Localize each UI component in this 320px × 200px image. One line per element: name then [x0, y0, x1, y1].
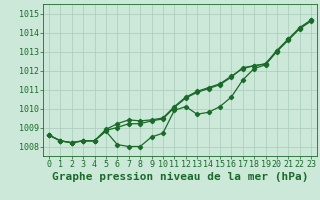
- X-axis label: Graphe pression niveau de la mer (hPa): Graphe pression niveau de la mer (hPa): [52, 172, 308, 182]
